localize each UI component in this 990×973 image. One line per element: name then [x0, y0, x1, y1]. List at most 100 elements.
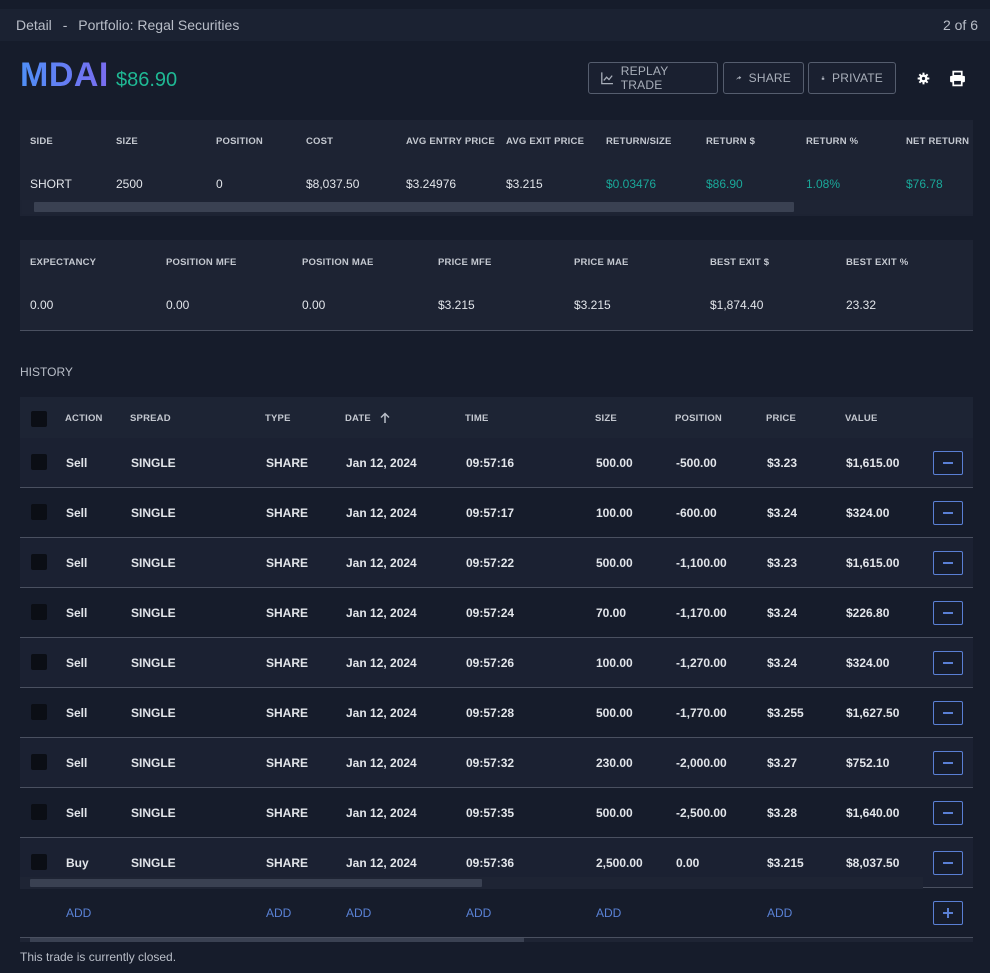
add-link[interactable]: ADD	[596, 906, 622, 920]
history-col-action[interactable]: ACTION	[65, 413, 103, 424]
summary-value-7: $86.90	[706, 177, 743, 191]
stats-header-5: BEST EXIT $	[710, 257, 770, 268]
add-link[interactable]: ADD	[466, 906, 492, 920]
table-row[interactable]: Sell SINGLE SHARE Jan 12, 2024 09:57:32 230.0…	[20, 738, 973, 788]
row-checkbox[interactable]	[31, 704, 47, 720]
table-row[interactable]: Sell SINGLE SHARE Jan 12, 2024 09:57:28 500.0…	[20, 688, 973, 738]
remove-row-button[interactable]	[933, 601, 963, 625]
remove-row-button[interactable]	[933, 501, 963, 525]
cell-value: $324.00	[846, 656, 890, 670]
history-col-position[interactable]: POSITION	[675, 413, 722, 424]
cell-time: 09:57:22	[466, 556, 515, 570]
table-row[interactable]: Sell SINGLE SHARE Jan 12, 2024 09:57:17 100.0…	[20, 488, 973, 538]
cell-action: Sell	[66, 806, 88, 820]
cell-value: $226.80	[846, 606, 890, 620]
history-col-time[interactable]: TIME	[465, 413, 489, 424]
select-all-checkbox[interactable]	[31, 411, 47, 427]
cell-price: $3.27	[767, 756, 798, 770]
table-row[interactable]: Sell SINGLE SHARE Jan 12, 2024 09:57:35 500.0…	[20, 788, 973, 838]
cell-price: $3.215	[767, 856, 804, 870]
summary-header-7: RETURN $	[706, 136, 756, 147]
sort-ascending-icon[interactable]	[379, 412, 391, 424]
summary-header-0: SIDE	[30, 136, 53, 147]
remove-row-button[interactable]	[933, 801, 963, 825]
history-col-date[interactable]: DATE	[345, 413, 371, 424]
history-col-type[interactable]: TYPE	[265, 413, 291, 424]
stats-header-0: EXPECTANCY	[30, 257, 97, 268]
cell-position: -1,100.00	[676, 556, 727, 570]
cell-date: Jan 12, 2024	[346, 706, 417, 720]
cell-position: -2,500.00	[676, 806, 727, 820]
cell-value: $8,037.50	[846, 856, 900, 870]
summary-value-1: 2500	[116, 177, 143, 191]
row-checkbox[interactable]	[31, 554, 47, 570]
cell-size: 100.00	[596, 656, 633, 670]
cell-action: Sell	[66, 706, 88, 720]
cell-size: 500.00	[596, 706, 633, 720]
trade-stats-table: EXPECTANCY 0.00 POSITION MFE 0.00 POSITION M…	[20, 240, 973, 331]
row-checkbox[interactable]	[31, 504, 47, 520]
history-col-price[interactable]: PRICE	[766, 413, 797, 424]
breadcrumb-portfolio[interactable]: Portfolio: Regal Securities	[78, 17, 240, 33]
remove-row-button[interactable]	[933, 851, 963, 875]
table-row[interactable]: Sell SINGLE SHARE Jan 12, 2024 09:57:24 70.00…	[20, 588, 973, 638]
stats-value-3: $3.215	[438, 298, 475, 312]
pager-text: 2 of 6	[942, 17, 978, 33]
ticker-symbol: MDAI	[20, 56, 109, 94]
row-checkbox[interactable]	[31, 804, 47, 820]
gear-icon[interactable]	[913, 68, 933, 88]
row-checkbox[interactable]	[31, 604, 47, 620]
add-link[interactable]: ADD	[767, 906, 793, 920]
replay-trade-button[interactable]: REPLAY TRADE	[588, 62, 718, 94]
cell-position: -1,770.00	[676, 706, 727, 720]
summary-value-3: $8,037.50	[306, 177, 360, 191]
cell-spread: SINGLE	[131, 756, 176, 770]
cell-position: -1,170.00	[676, 606, 727, 620]
remove-row-button[interactable]	[933, 551, 963, 575]
stats-header-4: PRICE MAE	[574, 257, 629, 268]
cell-value: $752.10	[846, 756, 890, 770]
cell-time: 09:57:26	[466, 656, 515, 670]
row-checkbox[interactable]	[31, 654, 47, 670]
cell-price: $3.28	[767, 806, 798, 820]
history-col-value[interactable]: VALUE	[845, 413, 878, 424]
history-header-row: ACTION SPREAD TYPE DATE TIME SIZE POSITION PRIC…	[20, 397, 973, 438]
summary-header-2: POSITION	[216, 136, 263, 147]
history-col-size[interactable]: SIZE	[595, 413, 617, 424]
cell-type: SHARE	[266, 556, 309, 570]
row-checkbox[interactable]	[31, 454, 47, 470]
stats-value-4: $3.215	[574, 298, 611, 312]
private-label: PRIVATE	[832, 71, 883, 85]
history-scrollbar-thumb[interactable]	[30, 879, 482, 887]
breadcrumb-detail[interactable]: Detail	[16, 17, 52, 33]
stats-header-6: BEST EXIT %	[846, 257, 909, 268]
summary-value-4: $3.24976	[406, 177, 457, 191]
add-link[interactable]: ADD	[66, 906, 92, 920]
row-checkbox[interactable]	[31, 854, 47, 870]
table-row[interactable]: Sell SINGLE SHARE Jan 12, 2024 09:57:26 100.0…	[20, 638, 973, 688]
table-row[interactable]: Sell SINGLE SHARE Jan 12, 2024 09:57:16 500.0…	[20, 438, 973, 488]
scrollbar-thumb[interactable]	[34, 202, 794, 212]
summary-value-0: SHORT	[30, 177, 72, 191]
print-icon[interactable]	[947, 68, 967, 88]
add-link[interactable]: ADD	[346, 906, 372, 920]
private-button[interactable]: PRIVATE	[808, 62, 896, 94]
cell-type: SHARE	[266, 706, 309, 720]
share-button[interactable]: SHARE	[723, 62, 804, 94]
history-col-spread[interactable]: SPREAD	[130, 413, 171, 424]
table-row[interactable]: Sell SINGLE SHARE Jan 12, 2024 09:57:22 500.0…	[20, 538, 973, 588]
add-link[interactable]: ADD	[266, 906, 292, 920]
summary-header-9: NET RETURN	[906, 136, 970, 147]
bottom-scrollbar[interactable]	[20, 938, 973, 942]
share-label: SHARE	[748, 71, 791, 85]
remove-row-button[interactable]	[933, 451, 963, 475]
add-execution-button[interactable]	[933, 901, 963, 925]
remove-row-button[interactable]	[933, 701, 963, 725]
cell-price: $3.255	[767, 706, 804, 720]
cell-spread: SINGLE	[131, 456, 176, 470]
remove-row-button[interactable]	[933, 751, 963, 775]
row-checkbox[interactable]	[31, 754, 47, 770]
cell-value: $1,615.00	[846, 456, 900, 470]
remove-row-button[interactable]	[933, 651, 963, 675]
summary-header-1: SIZE	[116, 136, 138, 147]
